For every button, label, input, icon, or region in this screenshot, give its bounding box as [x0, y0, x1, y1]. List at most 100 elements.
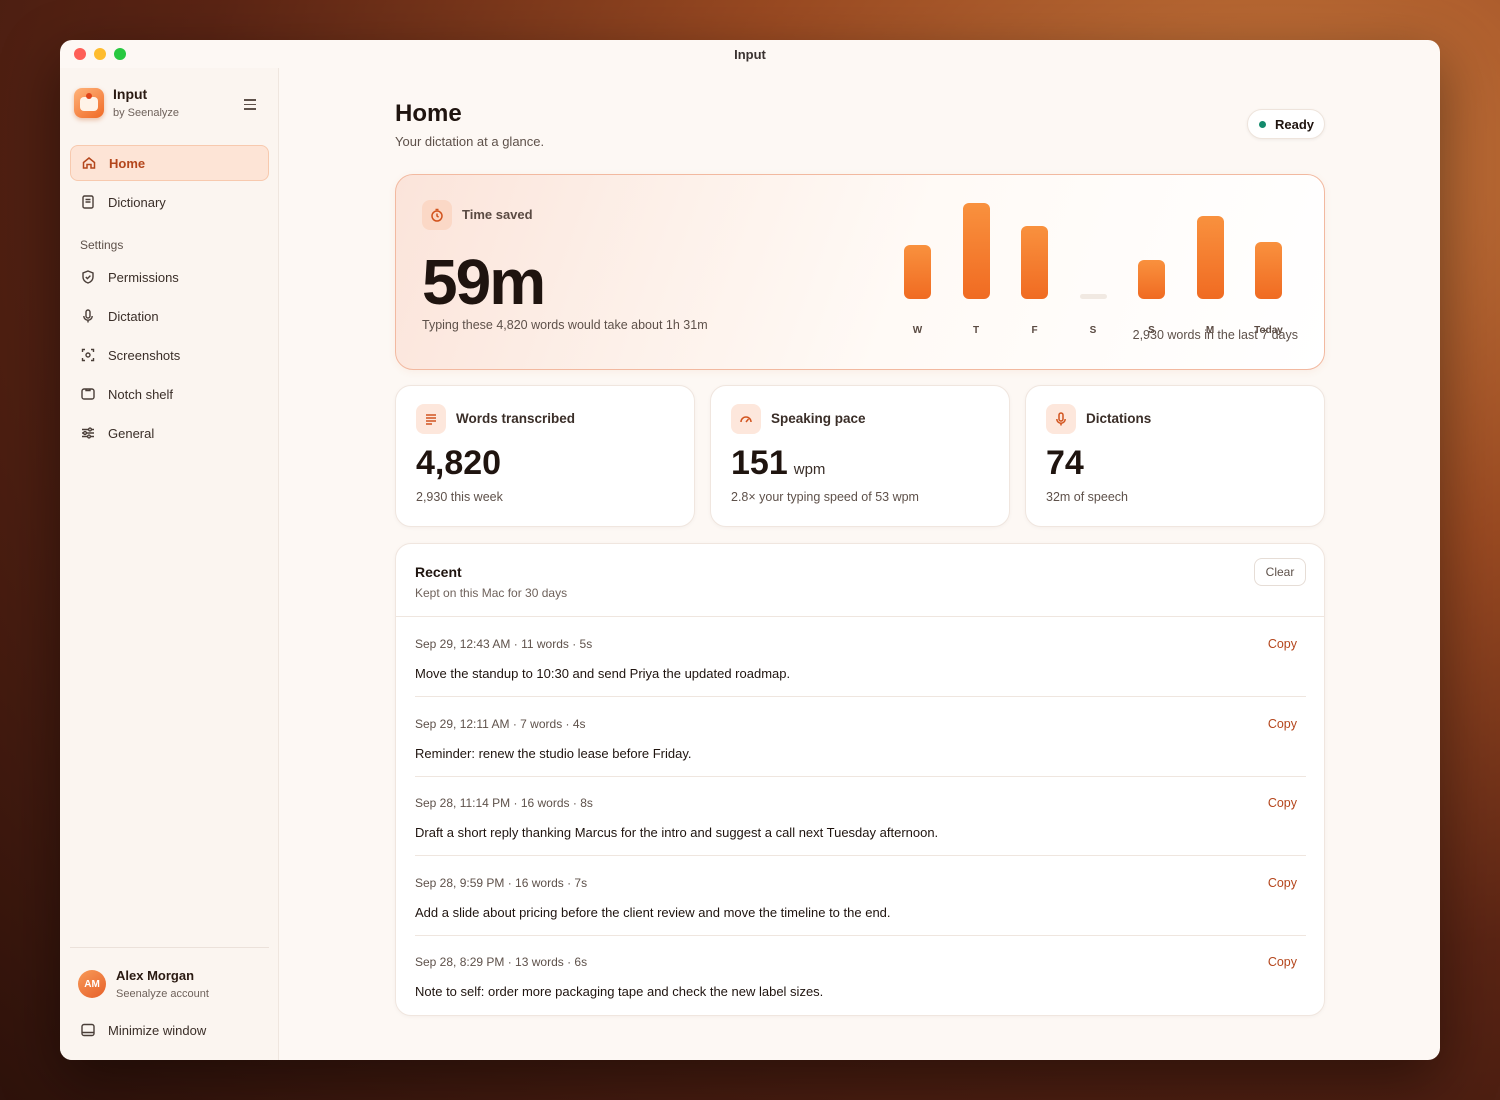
- item-text: Note to self: order more packaging tape …: [415, 984, 824, 999]
- list-item: Sep 28, 11:14 PM · 16 words · 8s Draft a…: [415, 776, 1306, 856]
- recent-subtitle: Kept on this Mac for 30 days: [415, 586, 568, 600]
- chart-bar: [1021, 226, 1048, 299]
- avatar[interactable]: AM: [78, 970, 106, 998]
- weekly-words-chart: W T F S S M Today: [891, 195, 1306, 336]
- list-item: Sep 29, 12:43 AM · 11 words · 5s Move th…: [415, 617, 1306, 697]
- recent-card: Recent Kept on this Mac for 30 days Clea…: [395, 543, 1325, 1016]
- sidebar-item-notch-shelf[interactable]: Notch shelf: [70, 376, 269, 412]
- chart-tick-label: S: [1148, 325, 1155, 336]
- clear-button[interactable]: Clear: [1254, 558, 1306, 586]
- app-name: Input: [113, 86, 148, 102]
- app-logo-icon: [74, 88, 104, 118]
- stat-card-words: Words transcribed 4,820 2,930 this week: [395, 385, 695, 527]
- sidebar-item-dictionary[interactable]: Dictionary: [70, 184, 269, 220]
- recent-title: Recent: [415, 564, 462, 580]
- item-text: Reminder: renew the studio lease before …: [415, 746, 692, 761]
- chart-bar: [1138, 260, 1165, 299]
- item-meta: Sep 29, 12:11 AM · 7 words · 4s: [415, 717, 586, 731]
- sidebar-item-label: General: [108, 425, 155, 441]
- page-subtitle: Your dictation at a glance.: [395, 134, 545, 149]
- microphone-icon: [1046, 404, 1076, 434]
- sidebar-item-general[interactable]: General: [70, 415, 269, 451]
- book-icon: [80, 194, 96, 210]
- divider: [415, 776, 1306, 777]
- app-window: Input Input by Seenalyze Home Dictionary…: [60, 40, 1440, 1060]
- stat-label: Words transcribed: [456, 411, 576, 426]
- copy-button[interactable]: Copy: [1267, 955, 1297, 969]
- window-title: Input: [734, 47, 766, 62]
- user-account-label: Seenalyze account: [116, 988, 209, 1000]
- stat-card-pace: Speaking pace 151 wpm 2.8× your typing sp…: [710, 385, 1010, 527]
- status-dot-icon: [1259, 120, 1266, 128]
- sidebar-item-permissions[interactable]: Permissions: [70, 259, 269, 295]
- lines-icon: [416, 404, 446, 434]
- sidebar: Input by Seenalyze Home Dictionary Setti…: [60, 68, 279, 1060]
- time-saved-note: Typing these 4,820 words would take abou…: [422, 318, 708, 332]
- sidebar-item-label: Screenshots: [108, 347, 181, 363]
- sidebar-item-label: Notch shelf: [108, 386, 174, 402]
- settings-section-label: Settings: [80, 238, 124, 252]
- item-text: Draft a short reply thanking Marcus for …: [415, 825, 939, 840]
- stat-value: 151 wpm: [731, 444, 826, 482]
- sidebar-item-label: Dictation: [108, 308, 159, 324]
- item-meta: Sep 28, 9:59 PM · 16 words · 7s: [415, 876, 588, 890]
- sidebar-item-home[interactable]: Home: [70, 145, 269, 181]
- screenshot-icon: [80, 347, 96, 363]
- app-subtitle: by Seenalyze: [113, 107, 180, 119]
- zoom-window-button[interactable]: [114, 48, 126, 60]
- chart-tick-label: Today: [1254, 325, 1283, 336]
- chart-bar: [962, 203, 990, 299]
- status-badge: Ready: [1247, 109, 1325, 139]
- stat-card-dictations: Dictations 74 32m of speech: [1025, 385, 1325, 527]
- item-meta: Sep 28, 8:29 PM · 13 words · 6s: [415, 955, 588, 969]
- copy-button[interactable]: Copy: [1267, 876, 1297, 890]
- gauge-icon: [731, 404, 761, 434]
- page-title: Home: [395, 100, 462, 127]
- sidebar-item-dictation[interactable]: Dictation: [70, 298, 269, 334]
- sidebar-menu-button[interactable]: [240, 96, 260, 112]
- shield-check-icon: [80, 269, 96, 285]
- stat-note: 32m of speech: [1046, 490, 1128, 504]
- list-item: Sep 28, 9:59 PM · 16 words · 7s Add a sl…: [415, 856, 1306, 936]
- chart-tick-label: M: [1205, 325, 1215, 336]
- timer-icon: [422, 200, 452, 230]
- minimize-window-label: Minimize window: [108, 1022, 207, 1038]
- minimize-window-item[interactable]: Minimize window: [70, 1013, 269, 1047]
- sliders-icon: [80, 425, 96, 441]
- sidebar-item-screenshots[interactable]: Screenshots: [70, 337, 269, 373]
- minimize-window-button[interactable]: [94, 48, 106, 60]
- list-item: Sep 28, 8:29 PM · 13 words · 6s Note to …: [415, 935, 1306, 1015]
- stat-note: 2,930 this week: [416, 490, 503, 504]
- notch-icon: [80, 386, 96, 402]
- sidebar-item-label: Permissions: [108, 269, 179, 285]
- item-text: Add a slide about pricing before the cli…: [415, 905, 891, 920]
- divider: [415, 935, 1306, 936]
- time-saved-card: Time saved 59m Typing these 4,820 words …: [395, 174, 1325, 370]
- copy-button[interactable]: Copy: [1267, 637, 1297, 651]
- status-label: Ready: [1275, 116, 1315, 132]
- chart-tick-label: T: [972, 325, 980, 336]
- sidebar-item-label: Dictionary: [108, 194, 166, 210]
- copy-button[interactable]: Copy: [1267, 796, 1297, 810]
- copy-button[interactable]: Copy: [1267, 717, 1297, 731]
- chart-bar: [1196, 216, 1224, 299]
- item-text: Move the standup to 10:30 and send Priya…: [415, 666, 791, 681]
- close-window-button[interactable]: [74, 48, 86, 60]
- stat-value: 74: [1046, 444, 1084, 482]
- divider: [415, 696, 1306, 697]
- stat-unit: wpm: [793, 461, 826, 478]
- divider: [396, 616, 1324, 617]
- user-name: Alex Morgan: [116, 968, 195, 983]
- stat-note: 2.8× your typing speed of 53 wpm: [731, 490, 919, 504]
- home-icon: [81, 155, 97, 171]
- microphone-icon: [80, 308, 96, 324]
- chart-bar: [1255, 242, 1282, 299]
- chart-bar: [1079, 294, 1107, 299]
- chart-tick-label: W: [912, 325, 923, 336]
- item-meta: Sep 29, 12:43 AM · 11 words · 5s: [415, 637, 593, 651]
- main-content: Home Your dictation at a glance. Ready T…: [280, 68, 1440, 1060]
- chart-bar: [904, 245, 931, 299]
- item-meta: Sep 28, 11:14 PM · 16 words · 8s: [415, 796, 593, 810]
- chart-tick-label: S: [1089, 325, 1097, 336]
- chart-tick-label: F: [1031, 325, 1038, 336]
